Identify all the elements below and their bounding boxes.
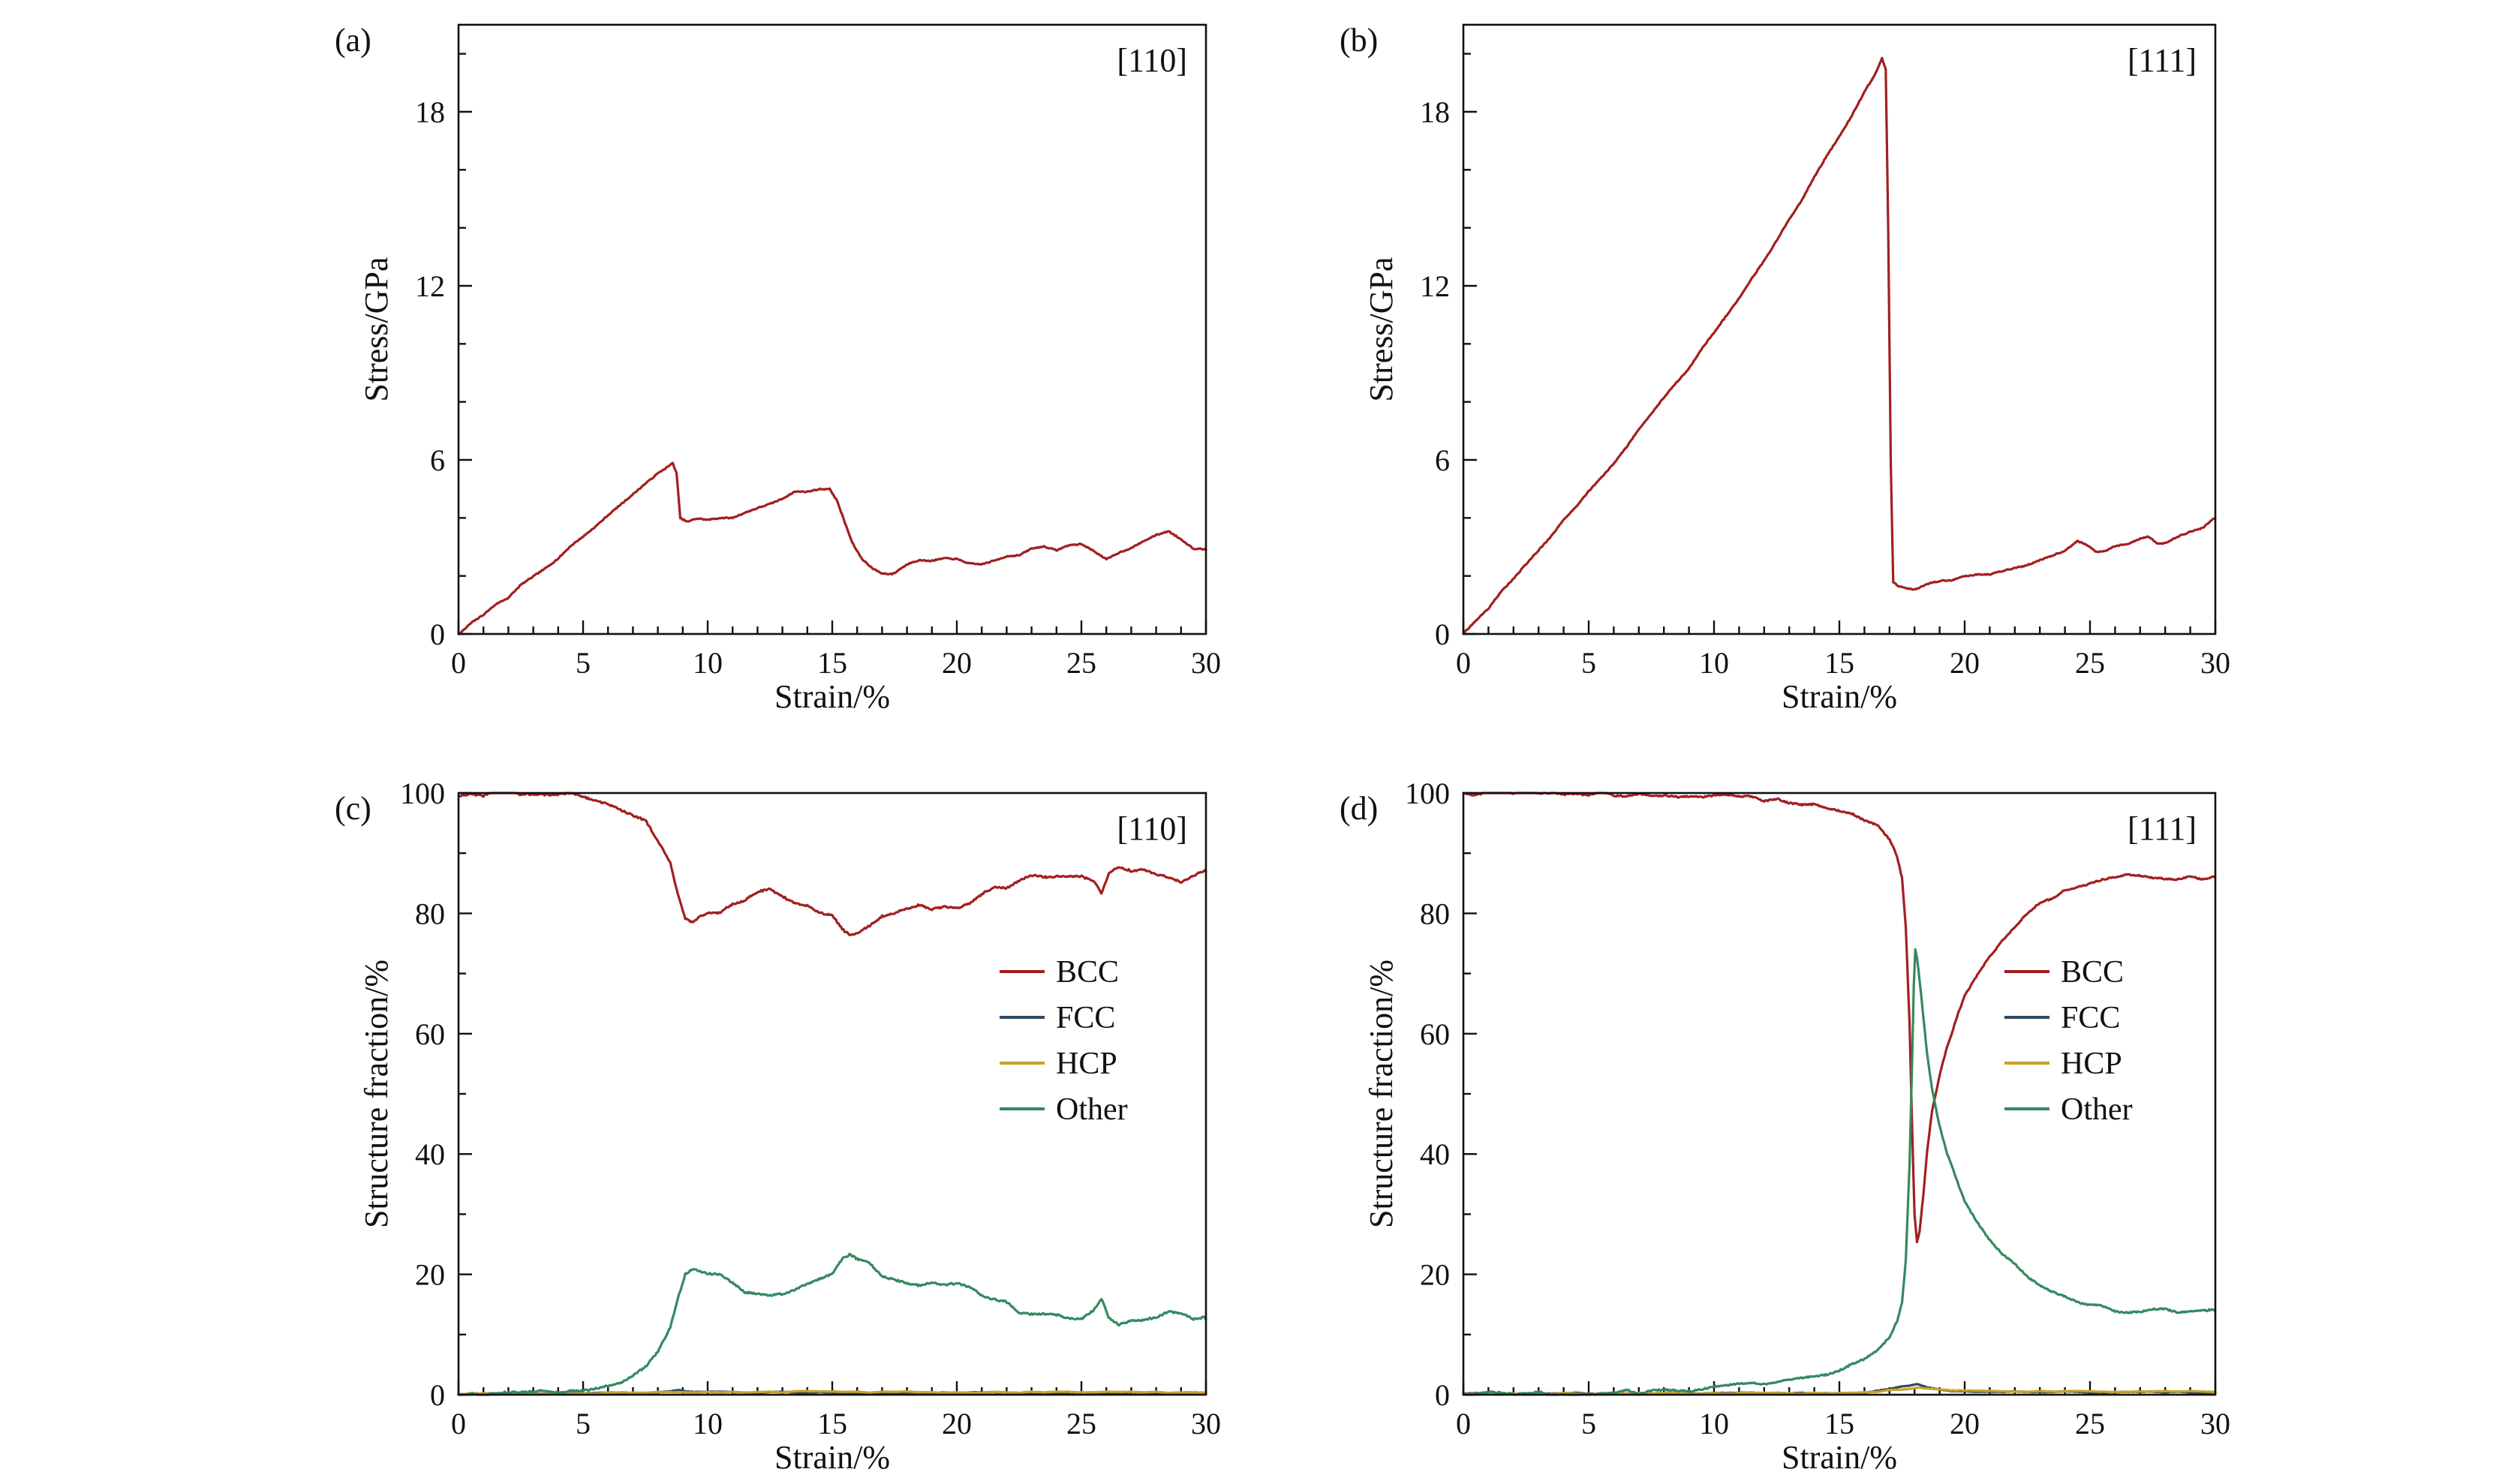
x-tick-label: 15 [817, 1407, 847, 1440]
x-tick-label: 5 [1581, 1407, 1596, 1440]
y-tick-label: 80 [1420, 897, 1450, 930]
axes-frame [457, 792, 1207, 1396]
y-tick-label: 100 [1405, 777, 1450, 810]
x-tick-label: 20 [942, 646, 972, 680]
x-tick-label: 25 [1066, 1407, 1096, 1440]
x-tick-label: 25 [2075, 646, 2105, 680]
y-tick-label: 40 [1420, 1137, 1450, 1171]
panel-label: (b) [1340, 22, 1378, 59]
y-tick-label: 0 [1435, 617, 1450, 651]
y-tick-label: 12 [415, 269, 445, 303]
x-tick-label: 5 [1581, 646, 1596, 680]
orientation-annotation: [111] [2128, 810, 2197, 847]
legend-label-BCC: BCC [2061, 955, 2124, 990]
x-tick-label: 20 [942, 1407, 972, 1440]
y-axis-label: Structure fraction/% [1363, 960, 1400, 1228]
x-tick-label: 15 [817, 646, 847, 680]
x-tick-label: 10 [1699, 1407, 1729, 1440]
series-line-BCC [457, 792, 1207, 936]
y-tick-label: 60 [1420, 1017, 1450, 1051]
x-tick-label: 5 [576, 1407, 591, 1440]
y-tick-label: 20 [415, 1258, 445, 1292]
axes-frame [457, 23, 1207, 635]
y-tick-label: 60 [415, 1017, 445, 1051]
orientation-annotation: [110] [1117, 810, 1187, 847]
x-tick-label: 0 [451, 646, 466, 680]
panel-label: (a) [335, 22, 371, 59]
y-tick-label: 0 [430, 1378, 445, 1412]
x-tick-label: 10 [1699, 646, 1729, 680]
y-tick-label: 6 [1435, 443, 1450, 477]
axes-frame [1462, 792, 2217, 1396]
x-tick-label: 30 [2200, 646, 2230, 680]
x-axis-label: Strain/% [1782, 1439, 1897, 1476]
x-tick-label: 20 [1950, 646, 1980, 680]
x-axis-label: Strain/% [774, 678, 890, 715]
x-axis-label: Strain/% [1782, 678, 1897, 715]
y-tick-label: 6 [430, 443, 445, 477]
y-tick-label: 20 [1420, 1258, 1450, 1292]
chart-panel-c: 0 5 10 15 20 25 30 0 20 40 60 80 100 Strain/% Structur… [335, 777, 1221, 1476]
y-axis-label: Stress/GPa [358, 257, 395, 401]
y-axis-label: Structure fraction/% [358, 960, 395, 1228]
legend-label-HCP: HCP [2061, 1047, 2122, 1081]
y-tick-label: 0 [1435, 1378, 1450, 1412]
orientation-annotation: [110] [1117, 42, 1187, 79]
y-tick-label: 18 [415, 95, 445, 129]
x-tick-label: 25 [1066, 646, 1096, 680]
x-tick-label: 10 [693, 1407, 723, 1440]
legend: BCC FCC HCP Other [2004, 955, 2133, 1127]
legend: BCC FCC HCP Other [1000, 955, 1128, 1127]
y-tick-label: 40 [415, 1137, 445, 1171]
chart-panel-d: 0 5 10 15 20 25 30 0 20 40 60 80 100 Strain/% Structur… [1340, 777, 2230, 1476]
legend-label-FCC: FCC [1056, 1001, 1115, 1035]
series-line-HCP [457, 1389, 1207, 1396]
legend-label-Other: Other [2061, 1092, 2133, 1127]
x-tick-label: 15 [1824, 1407, 1854, 1440]
x-tick-label: 25 [2075, 1407, 2105, 1440]
series-line-Other [457, 1252, 1207, 1396]
y-tick-label: 0 [430, 617, 445, 651]
panel-label: (d) [1340, 790, 1378, 827]
series-line-stress [1462, 56, 2217, 635]
legend-label-FCC: FCC [2061, 1001, 2120, 1035]
legend-label-Other: Other [1056, 1092, 1128, 1127]
series-line-BCC [1462, 792, 2217, 1244]
x-tick-label: 30 [1191, 1407, 1221, 1440]
orientation-annotation: [111] [2128, 42, 2197, 79]
x-tick-label: 30 [2200, 1407, 2230, 1440]
legend-label-BCC: BCC [1056, 955, 1119, 990]
legend-label-HCP: HCP [1056, 1047, 1117, 1081]
chart-panel-b: 0 5 10 15 20 25 30 0 6 12 18 Strain/% Stress/GPa (b) [… [1340, 22, 2230, 715]
x-tick-label: 5 [576, 646, 591, 680]
y-tick-label: 80 [415, 897, 445, 930]
axes-frame [1462, 23, 2217, 635]
x-tick-label: 0 [1456, 1407, 1471, 1440]
panel-label: (c) [335, 790, 371, 827]
y-tick-label: 100 [400, 777, 445, 810]
series-line-stress [457, 461, 1207, 635]
x-tick-label: 10 [693, 646, 723, 680]
y-axis-label: Stress/GPa [1363, 257, 1400, 401]
x-tick-label: 20 [1950, 1407, 1980, 1440]
x-tick-label: 15 [1824, 646, 1854, 680]
chart-panel-a: 0 5 10 15 20 25 30 0 6 12 18 Strain/% Stress/GPa (a) [… [335, 22, 1221, 715]
y-tick-label: 12 [1420, 269, 1450, 303]
x-tick-label: 0 [451, 1407, 466, 1440]
x-axis-label: Strain/% [774, 1439, 890, 1476]
y-tick-label: 18 [1420, 95, 1450, 129]
x-tick-label: 0 [1456, 646, 1471, 680]
x-tick-label: 30 [1191, 646, 1221, 680]
